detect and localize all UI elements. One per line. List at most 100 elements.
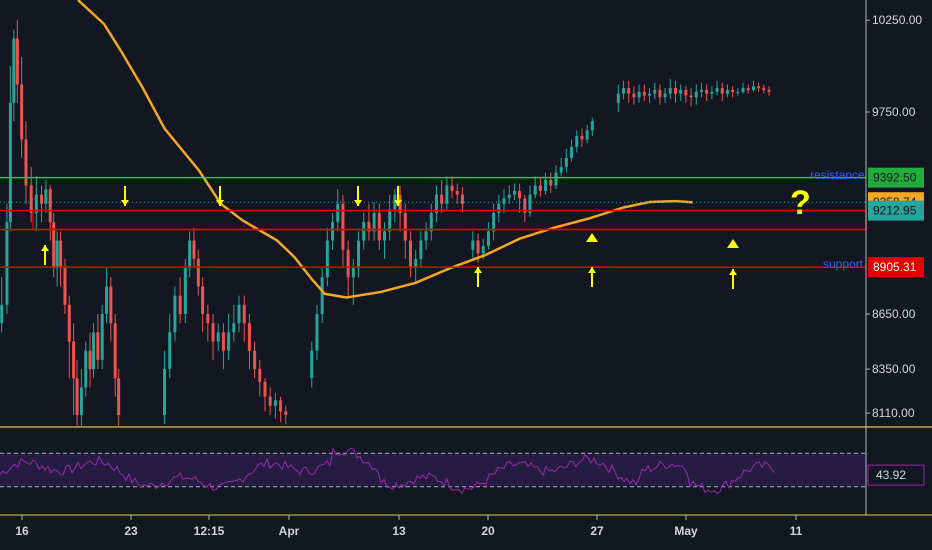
arrow-head <box>729 269 737 275</box>
candle-body <box>221 332 225 351</box>
candle-body <box>450 185 454 191</box>
candle-body <box>705 89 709 94</box>
candle-body <box>663 93 667 98</box>
candle-body <box>388 209 392 232</box>
candle-body <box>44 189 48 204</box>
candle-body <box>762 88 766 90</box>
candle-body <box>570 146 574 158</box>
arrow-annotations-layer <box>41 186 739 289</box>
price-badge <box>868 200 924 221</box>
triangle-marker <box>586 233 598 242</box>
moving-average-layer <box>77 0 693 299</box>
x-tick-label: 13 <box>392 524 406 538</box>
candle-body <box>544 179 548 191</box>
rsi-line <box>0 447 775 495</box>
candle-body <box>440 194 444 204</box>
candle-body <box>751 86 755 90</box>
candle-body <box>642 91 646 96</box>
x-tick-label: 20 <box>481 524 495 538</box>
x-tick-label: 23 <box>124 524 138 538</box>
candle-body <box>507 194 511 199</box>
candle-body <box>88 350 92 370</box>
candle-body <box>497 203 501 213</box>
candle-body <box>580 135 584 140</box>
candle-body <box>492 213 496 232</box>
candle-body <box>372 213 376 232</box>
candle-body <box>627 88 631 94</box>
candle-body <box>325 240 329 278</box>
candle-body <box>679 89 683 94</box>
candle-body <box>533 185 537 195</box>
candle-body <box>8 102 12 223</box>
candle-body <box>398 194 402 213</box>
candle-body <box>481 246 485 254</box>
candle-body <box>100 313 104 360</box>
arrow-head <box>474 267 482 273</box>
price-badge-label: 8905.31 <box>873 260 917 274</box>
x-tick-label: Apr <box>279 524 300 538</box>
x-tick-label: 11 <box>790 524 803 538</box>
candle-body <box>79 387 83 415</box>
candle-body <box>52 222 56 269</box>
candle-body <box>429 213 433 232</box>
candle-body <box>351 268 355 278</box>
candle-body <box>284 411 288 415</box>
candle-body <box>227 332 231 351</box>
candle-body <box>419 240 423 259</box>
candle-body <box>736 91 740 93</box>
x-tick-label: 27 <box>590 524 604 538</box>
candle-body <box>673 88 677 94</box>
candle-body <box>59 240 63 269</box>
candle-body <box>725 89 729 94</box>
candle-body <box>5 222 9 305</box>
candle-body <box>434 194 438 213</box>
candle-body <box>253 350 257 370</box>
candle-body <box>383 231 387 241</box>
candle-body <box>117 378 121 415</box>
candle-body <box>367 222 371 232</box>
candle-body <box>268 396 272 406</box>
candle-body <box>0 304 4 324</box>
candle-body <box>201 286 205 314</box>
question-mark: ? <box>790 184 811 222</box>
candle-body <box>518 190 522 199</box>
candle-body <box>757 86 761 89</box>
candle-body <box>767 89 771 92</box>
candle-body <box>362 222 366 241</box>
candle-body <box>658 89 662 98</box>
candles-layer <box>0 20 771 426</box>
candle-body <box>105 286 109 314</box>
candle-body <box>575 135 579 147</box>
moving-average-line <box>77 0 693 299</box>
candle-body <box>341 203 345 250</box>
candle-body <box>648 93 651 96</box>
price-badge <box>868 167 924 188</box>
candle-body <box>67 304 71 342</box>
price-badge-label: 9392.50 <box>873 171 917 185</box>
resistance-label: resistance <box>810 168 865 182</box>
candle-body <box>183 268 187 314</box>
candle-body <box>188 240 192 269</box>
candle-body <box>237 304 241 324</box>
candle-body <box>20 84 24 140</box>
candle-body <box>668 88 672 94</box>
candle-body <box>538 185 542 191</box>
candle-body <box>403 213 407 241</box>
rsi-pane <box>0 447 866 495</box>
candle-body <box>163 369 167 415</box>
candle-body <box>455 190 459 195</box>
candle-body <box>408 240 412 269</box>
price-badge-label: 9212.95 <box>873 204 917 218</box>
arrow-head <box>216 200 224 206</box>
candle-body <box>29 185 33 213</box>
y-tick-label: 10250.00 <box>872 13 922 27</box>
candle-body <box>84 350 88 388</box>
candle-body <box>502 198 506 204</box>
candle-body <box>113 323 117 379</box>
axes-layer: 10250.00 9750.00 8650.00 8350.00 8110.00 16 23… <box>0 0 932 538</box>
candle-body <box>40 194 44 204</box>
candle-body <box>357 240 361 269</box>
x-tick-label: 12:15 <box>194 524 225 538</box>
candle-body <box>554 172 558 186</box>
